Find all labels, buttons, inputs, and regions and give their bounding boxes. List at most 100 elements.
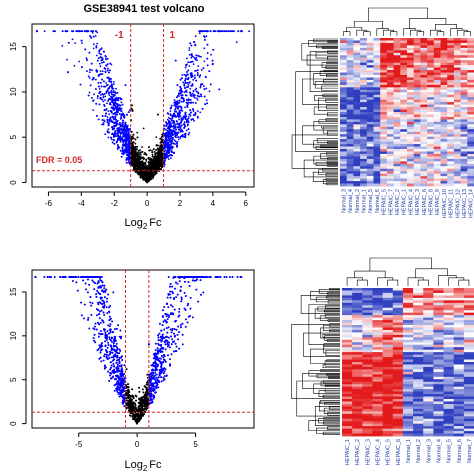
y-tick-label: 5 bbox=[9, 134, 18, 139]
volcano-point bbox=[188, 131, 191, 134]
volcano-point bbox=[166, 142, 169, 144]
volcano-point bbox=[97, 118, 100, 121]
volcano-point bbox=[193, 41, 195, 43]
volcano-point bbox=[71, 30, 73, 33]
volcano-point bbox=[121, 146, 124, 149]
volcano-point bbox=[99, 94, 102, 96]
volcano-point bbox=[92, 30, 94, 33]
volcano-point bbox=[110, 63, 113, 66]
volcano-point bbox=[205, 87, 208, 90]
volcano-point bbox=[151, 151, 154, 154]
volcano-point bbox=[110, 78, 112, 80]
volcano-point bbox=[110, 90, 113, 92]
volcano-point bbox=[180, 120, 183, 123]
volcano-point bbox=[131, 104, 133, 107]
volcano-point bbox=[177, 105, 179, 108]
volcano-point bbox=[100, 53, 102, 56]
volcano-point bbox=[111, 97, 113, 99]
volcano-point bbox=[104, 115, 107, 117]
volcano-point bbox=[170, 157, 172, 160]
volcano-point bbox=[178, 118, 180, 121]
volcano-point bbox=[190, 72, 193, 74]
volcano-point bbox=[64, 30, 67, 33]
volcano-point bbox=[155, 149, 158, 151]
volcano-point bbox=[174, 140, 177, 143]
volcano-point bbox=[187, 117, 190, 120]
volcano-point bbox=[108, 113, 110, 115]
volcano-point bbox=[136, 171, 139, 174]
volcano-point bbox=[174, 135, 177, 138]
volcano-point bbox=[120, 155, 123, 158]
volcano-point bbox=[107, 128, 110, 131]
volcano-point bbox=[105, 58, 107, 61]
volcano-point bbox=[109, 118, 112, 121]
volcano-point bbox=[127, 161, 130, 164]
volcano-point bbox=[91, 69, 93, 71]
volcano-point bbox=[189, 87, 192, 90]
volcano-point bbox=[185, 115, 188, 117]
volcano-point bbox=[184, 111, 187, 114]
volcano-point bbox=[169, 114, 172, 116]
volcano-point bbox=[131, 135, 134, 138]
volcano-point bbox=[181, 129, 184, 132]
volcano-point bbox=[114, 91, 116, 94]
volcano-point bbox=[110, 120, 113, 123]
volcano-point bbox=[103, 109, 106, 111]
volcano-point bbox=[124, 84, 127, 87]
volcano-point bbox=[184, 77, 187, 80]
volcano-point bbox=[130, 137, 133, 140]
volcano-point bbox=[168, 154, 171, 157]
volcano-point bbox=[54, 30, 56, 33]
volcano-point bbox=[189, 109, 192, 111]
volcano-point bbox=[223, 30, 226, 33]
volcano-point bbox=[90, 36, 93, 39]
volcano-point bbox=[171, 146, 173, 148]
volcano-point bbox=[192, 101, 195, 104]
volcano-point bbox=[109, 69, 111, 72]
volcano-point bbox=[104, 95, 107, 98]
volcano-point bbox=[112, 83, 115, 85]
volcano-point bbox=[183, 133, 186, 135]
x-tick-label: 0 bbox=[145, 199, 150, 208]
volcano-point bbox=[115, 87, 117, 90]
volcano-point bbox=[203, 88, 206, 91]
volcano-point bbox=[113, 122, 116, 124]
volcano-point bbox=[102, 50, 105, 53]
volcano-point bbox=[102, 96, 105, 99]
volcano-point bbox=[169, 133, 172, 136]
volcano-point bbox=[114, 125, 117, 127]
volcano-point bbox=[181, 110, 184, 112]
volcano-point bbox=[209, 30, 212, 33]
volcano-point bbox=[205, 35, 208, 38]
volcano-point bbox=[120, 101, 123, 104]
volcano-point bbox=[171, 122, 174, 124]
volcano-point bbox=[153, 174, 155, 177]
volcano-point bbox=[174, 123, 177, 126]
volcano-point bbox=[165, 152, 168, 155]
volcano-point bbox=[181, 135, 184, 138]
volcano-point bbox=[169, 129, 172, 132]
volcano-point bbox=[151, 155, 154, 158]
volcano-point bbox=[171, 137, 174, 140]
volcano-point bbox=[154, 156, 157, 159]
volcano-point bbox=[67, 71, 69, 74]
volcano-point bbox=[81, 42, 83, 44]
volcano-point bbox=[196, 99, 199, 101]
volcano-point bbox=[179, 106, 182, 108]
volcano-point bbox=[188, 65, 191, 67]
volcano-point bbox=[144, 165, 147, 168]
volcano-point bbox=[183, 121, 186, 123]
volcano-point bbox=[125, 140, 128, 143]
volcano-point bbox=[179, 130, 182, 133]
volcano-point bbox=[175, 110, 178, 113]
volcano-point bbox=[174, 107, 177, 110]
volcano-point bbox=[176, 140, 179, 143]
volcano-point bbox=[203, 35, 206, 38]
volcano-point bbox=[36, 30, 38, 33]
volcano-point bbox=[105, 82, 107, 84]
volcano-point bbox=[123, 116, 126, 118]
volcano-point bbox=[235, 41, 238, 44]
volcano-point bbox=[172, 115, 175, 118]
volcano-point bbox=[141, 146, 143, 149]
